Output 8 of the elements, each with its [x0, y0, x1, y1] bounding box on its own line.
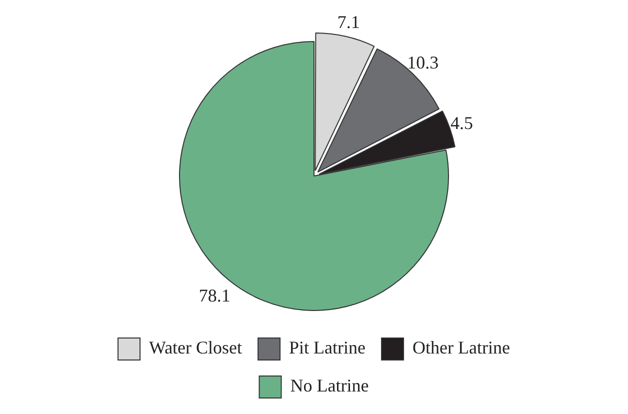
data-label: 78.1 [198, 286, 230, 306]
data-label: 10.3 [407, 52, 439, 72]
legend-label: No Latrine [290, 376, 369, 396]
data-label: 7.1 [337, 12, 360, 32]
legend-label: Water Closet [149, 338, 242, 358]
legend-label: Pit Latrine [289, 338, 366, 358]
data-label: 4.5 [450, 113, 473, 134]
legend-label: Other Latrine [412, 338, 510, 358]
